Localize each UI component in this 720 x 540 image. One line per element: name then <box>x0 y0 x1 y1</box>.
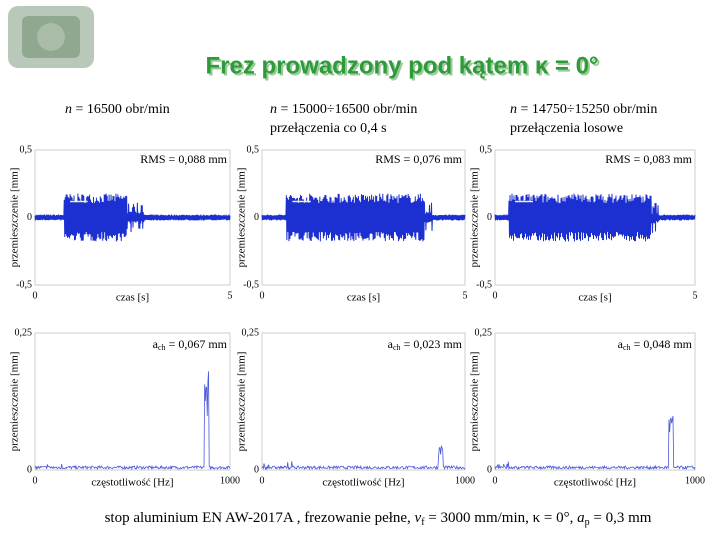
annotation-sub: ch <box>623 343 631 352</box>
y-tick-label: -0,5 <box>16 279 32 290</box>
annotation-box <box>599 336 694 354</box>
annotation-base: a <box>388 337 394 351</box>
header-part: = 16500 obr/min <box>72 102 170 117</box>
x-axis-label: czas [s] <box>347 292 380 304</box>
y-tick-label: 0,5 <box>247 144 260 155</box>
spectrum <box>34 371 231 471</box>
header-part: n <box>510 102 517 117</box>
y-tick-label: 0,25 <box>242 327 260 338</box>
annotation-rest: = 0,048 mm <box>631 337 693 351</box>
x-tick-label: 0 <box>493 290 498 301</box>
y-tick-label: 0 <box>487 464 492 475</box>
column-header: n = 16500 obr/min <box>65 102 170 117</box>
annotation-base: a <box>618 337 624 351</box>
column-header: n = 15000÷16500 obr/min <box>270 102 417 117</box>
y-tick-label: -0,5 <box>476 279 492 290</box>
header-part: = 15000÷16500 obr/min <box>277 102 417 117</box>
signal <box>494 193 696 242</box>
y-axis-label: przemieszczenie [mm] <box>236 168 248 268</box>
annotation: ach = 0,023 mm <box>388 337 463 352</box>
y-axis-label: przemieszczenie [mm] <box>469 352 481 452</box>
y-tick-label: 0,25 <box>15 327 33 338</box>
y-tick-label: 0,5 <box>480 144 493 155</box>
x-axis-label: częstotliwość [Hz] <box>554 477 636 489</box>
x-tick-label: 5 <box>463 290 468 301</box>
x-axis-label: częstotliwość [Hz] <box>91 477 173 489</box>
y-tick-label: 0 <box>27 464 32 475</box>
x-tick-label: 1000 <box>685 475 705 486</box>
y-axis-label: przemieszczenie [mm] <box>236 352 248 452</box>
footer: stop aluminium EN AW-2017A , frezowanie … <box>105 510 652 528</box>
annotation-box <box>591 151 694 169</box>
y-tick-label: 0 <box>27 212 32 223</box>
column-header: n = 14750÷15250 obr/min <box>510 102 657 117</box>
header-part: n <box>65 102 72 117</box>
column-header: przełączenia losowe <box>510 121 623 136</box>
signal <box>261 193 466 242</box>
plot-area <box>261 332 466 471</box>
annotation: ach = 0,067 mm <box>153 337 228 352</box>
x-tick-label: 5 <box>228 290 233 301</box>
annotation-box <box>369 336 464 354</box>
annotation-sub: ch <box>158 343 166 352</box>
x-axis-label: czas [s] <box>116 292 149 304</box>
y-tick-label: 0,25 <box>475 327 493 338</box>
y-axis-label: przemieszczenie [mm] <box>9 168 21 268</box>
annotation-sub: ch <box>393 343 401 352</box>
signal <box>34 193 231 242</box>
x-tick-label: 0 <box>33 475 38 486</box>
x-tick-label: 0 <box>493 475 498 486</box>
y-tick-label: -0,5 <box>243 279 259 290</box>
plot-area <box>494 332 696 471</box>
x-axis-label: czas [s] <box>578 292 611 304</box>
plot-area <box>34 332 231 471</box>
y-tick-label: 0,5 <box>20 144 33 155</box>
title-shadow: Frez prowadzony pod kątem κ = 0° <box>207 54 600 81</box>
annotation-box <box>361 151 464 169</box>
x-tick-label: 0 <box>260 475 265 486</box>
y-tick-label: 0 <box>487 212 492 223</box>
x-tick-label: 5 <box>693 290 698 301</box>
annotation-rest: = 0,067 mm <box>166 337 228 351</box>
header-part: przełączenia co 0,4 s <box>270 121 387 136</box>
x-tick-label: 0 <box>33 290 38 301</box>
y-axis-label: przemieszczenie [mm] <box>469 168 481 268</box>
annotation-base: a <box>153 337 159 351</box>
annotation-box <box>134 336 229 354</box>
logo <box>8 6 94 68</box>
annotation-rest: = 0,023 mm <box>401 337 463 351</box>
x-tick-label: 1000 <box>220 475 240 486</box>
y-tick-label: 0 <box>254 212 259 223</box>
header-part: = 14750÷15250 obr/min <box>517 102 657 117</box>
annotation: RMS = 0,076 mm <box>375 152 462 166</box>
column-header: przełączenia co 0,4 s <box>270 121 387 136</box>
spectrum <box>494 415 696 471</box>
x-tick-label: 1000 <box>455 475 475 486</box>
header-part: przełączenia losowe <box>510 121 623 136</box>
x-tick-label: 0 <box>260 290 265 301</box>
x-axis-label: częstotliwość [Hz] <box>322 477 404 489</box>
title: Frez prowadzony pod kątem κ = 0° <box>205 52 598 79</box>
annotation: ach = 0,048 mm <box>618 337 693 352</box>
y-tick-label: 0 <box>254 464 259 475</box>
annotation: RMS = 0,088 mm <box>140 152 227 166</box>
spectrum <box>261 445 466 471</box>
header-part: n <box>270 102 277 117</box>
y-axis-label: przemieszczenie [mm] <box>9 352 21 452</box>
annotation-box <box>126 151 229 169</box>
annotation: RMS = 0,083 mm <box>605 152 692 166</box>
